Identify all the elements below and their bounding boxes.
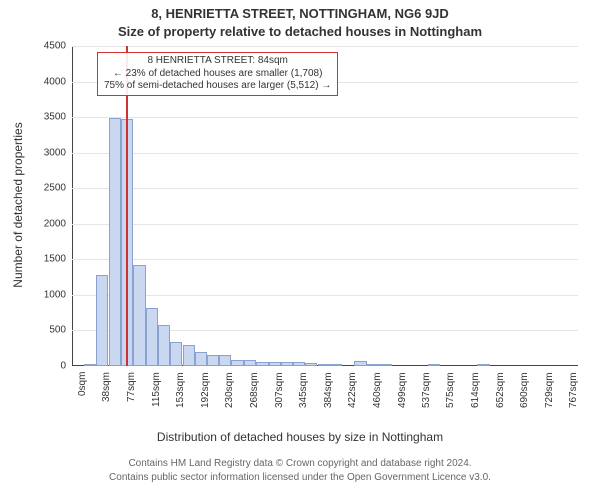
- x-tick-label: 230sqm: [224, 372, 235, 408]
- x-tick-label: 460sqm: [372, 372, 383, 408]
- x-tick-label: 115sqm: [151, 372, 162, 407]
- callout-box: 8 HENRIETTA STREET: 84sqm← 23% of detach…: [97, 52, 338, 96]
- y-tick-label: 3000: [44, 147, 66, 158]
- histogram-bar: [367, 364, 379, 366]
- axis-left-border: [72, 46, 73, 366]
- histogram-bar: [318, 364, 330, 366]
- histogram-bar: [305, 363, 317, 366]
- x-tick-label: 767sqm: [568, 372, 579, 408]
- histogram-bar: [293, 362, 305, 366]
- histogram-bar: [183, 345, 195, 366]
- gridline: [72, 188, 578, 189]
- histogram-bar: [379, 364, 391, 366]
- histogram-bar: [428, 364, 440, 366]
- x-tick-label: 38sqm: [101, 372, 112, 402]
- y-tick-label: 2000: [44, 218, 66, 229]
- callout-line: 75% of semi-detached houses are larger (…: [104, 80, 331, 93]
- x-tick-label: 345sqm: [298, 372, 309, 408]
- gridline: [72, 224, 578, 225]
- footer-line-2: Contains public sector information licen…: [0, 472, 600, 483]
- plot-area: 8 HENRIETTA STREET: 84sqm← 23% of detach…: [72, 46, 578, 366]
- histogram-bar: [330, 364, 342, 366]
- x-tick-label: 690sqm: [519, 372, 530, 408]
- x-tick-label: 537sqm: [421, 372, 432, 408]
- histogram-bar: [96, 275, 108, 366]
- histogram-bar: [231, 360, 243, 366]
- y-tick-label: 3500: [44, 112, 66, 123]
- y-tick-label: 2500: [44, 183, 66, 194]
- callout-line: ← 23% of detached houses are smaller (1,…: [104, 68, 331, 81]
- histogram-bar: [281, 362, 293, 366]
- callout-line: 8 HENRIETTA STREET: 84sqm: [104, 55, 331, 68]
- histogram-bar: [207, 355, 219, 366]
- x-tick-label: 192sqm: [200, 372, 211, 408]
- gridline: [72, 153, 578, 154]
- x-tick-label: 575sqm: [445, 372, 456, 408]
- x-tick-label: 77sqm: [126, 372, 137, 402]
- x-axis-title: Distribution of detached houses by size …: [0, 430, 600, 444]
- gridline: [72, 117, 578, 118]
- y-tick-label: 0: [60, 361, 66, 372]
- histogram-bar: [354, 361, 366, 366]
- footer-line-1: Contains HM Land Registry data © Crown c…: [0, 458, 600, 469]
- x-tick-label: 153sqm: [175, 372, 186, 408]
- y-tick-label: 1000: [44, 289, 66, 300]
- histogram-bar: [477, 364, 489, 366]
- x-tick-label: 652sqm: [495, 372, 506, 408]
- y-tick-label: 4000: [44, 76, 66, 87]
- x-tick-label: 614sqm: [470, 372, 481, 408]
- y-axis-title: Number of detached properties: [11, 105, 25, 305]
- x-tick-label: 268sqm: [249, 372, 260, 408]
- x-tick-label: 422sqm: [347, 372, 358, 408]
- histogram-bar: [170, 342, 182, 366]
- histogram-bar: [256, 362, 268, 366]
- x-tick-label: 0sqm: [77, 372, 88, 396]
- histogram-bar: [84, 364, 96, 366]
- gridline: [72, 46, 578, 47]
- title-line-1: 8, HENRIETTA STREET, NOTTINGHAM, NG6 9JD: [0, 6, 600, 21]
- histogram-bar: [219, 355, 231, 366]
- title-line-2: Size of property relative to detached ho…: [0, 24, 600, 39]
- y-tick-label: 4500: [44, 41, 66, 52]
- histogram-bar: [146, 308, 158, 366]
- gridline: [72, 295, 578, 296]
- histogram-bar: [109, 118, 121, 366]
- x-tick-label: 307sqm: [274, 372, 285, 408]
- y-tick-label: 500: [49, 325, 66, 336]
- x-tick-label: 499sqm: [397, 372, 408, 408]
- y-tick-label: 1500: [44, 254, 66, 265]
- histogram-bar: [244, 360, 256, 366]
- histogram-bar: [158, 325, 170, 366]
- gridline: [72, 259, 578, 260]
- histogram-bar: [195, 352, 207, 366]
- x-tick-label: 384sqm: [323, 372, 334, 408]
- chart-container: 8, HENRIETTA STREET, NOTTINGHAM, NG6 9JD…: [0, 0, 600, 500]
- histogram-bar: [133, 265, 145, 366]
- histogram-bar: [269, 362, 281, 366]
- x-tick-label: 729sqm: [544, 372, 555, 408]
